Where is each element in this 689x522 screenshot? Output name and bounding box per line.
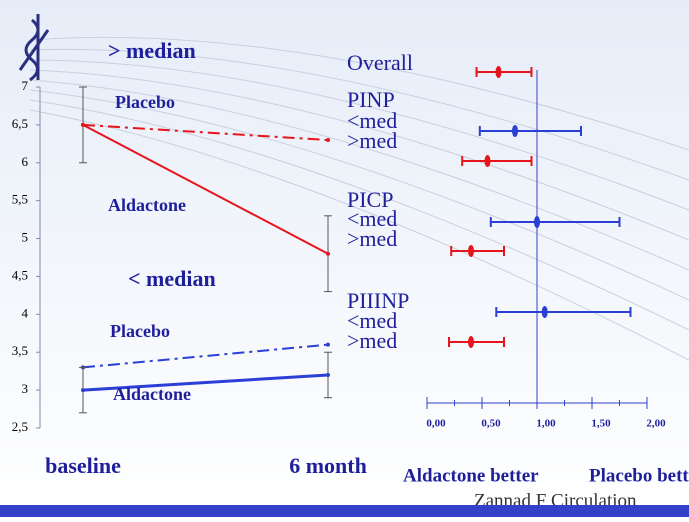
footer-bar — [0, 505, 689, 517]
row-label: >med — [347, 128, 397, 153]
estimate — [541, 306, 548, 318]
y-tick-label: 3 — [22, 381, 29, 396]
decor-swoosh — [29, 36, 689, 361]
y-tick-label: 2,5 — [12, 419, 28, 434]
series-line — [82, 124, 329, 255]
point — [326, 342, 330, 347]
y-tick-label: 5 — [22, 230, 29, 245]
estimate — [484, 155, 491, 167]
series-label: Placebo — [110, 321, 170, 341]
estimate — [534, 216, 540, 228]
estimate — [468, 336, 474, 348]
ci — [489, 216, 621, 228]
x-tick-label: 2,00 — [646, 418, 666, 430]
ci — [478, 125, 582, 137]
x-label: Aldactone better — [403, 465, 539, 486]
row-label: <med — [347, 108, 397, 133]
logo — [18, 14, 50, 82]
point — [326, 251, 330, 256]
x-tick-label: 1,00 — [536, 418, 556, 430]
y-tick-label: 6,5 — [12, 116, 28, 131]
ci — [475, 66, 533, 78]
series-label: Aldactone — [113, 384, 191, 404]
x-tick-label: baseline — [45, 453, 121, 478]
series-label: Aldactone — [108, 195, 186, 215]
ci — [461, 155, 533, 167]
series-label: Placebo — [115, 92, 175, 112]
estimate — [495, 66, 502, 78]
row-label: >med — [347, 328, 397, 353]
ci — [450, 245, 505, 257]
x-tick-label: 0,00 — [426, 418, 446, 430]
y-tick-label: 4 — [22, 305, 29, 320]
series-line — [82, 373, 329, 392]
x-tick-label: 6 month — [289, 453, 367, 478]
point — [81, 122, 85, 127]
row-label: <med — [347, 206, 397, 231]
point — [326, 372, 330, 377]
x-tick-label: 0,50 — [481, 418, 501, 430]
y-tick-label: 5,5 — [12, 192, 28, 207]
point — [81, 388, 85, 393]
y-tick-label: 6 — [22, 154, 29, 169]
annotation: < median — [128, 266, 216, 291]
series-line — [82, 123, 329, 142]
y-tick-label: 4,5 — [12, 267, 28, 282]
y-tick-label: 7 — [22, 78, 29, 93]
estimate — [468, 245, 474, 257]
row-label: PICP — [347, 187, 393, 212]
point — [326, 138, 330, 143]
ci — [448, 336, 505, 348]
x-tick-label: 1,50 — [591, 418, 611, 430]
row-label: <med — [347, 308, 397, 333]
x-label: Placebo better — [589, 465, 689, 486]
ci — [495, 306, 632, 318]
row-label: Overall — [347, 50, 413, 75]
row-label: PINP — [347, 87, 395, 112]
row-label: >med — [347, 226, 397, 251]
series-line — [82, 343, 329, 369]
estimate — [512, 125, 518, 137]
y-tick-label: 3,5 — [12, 343, 28, 358]
annotation: > median — [108, 38, 196, 63]
row-label: PIIINP — [347, 288, 409, 313]
